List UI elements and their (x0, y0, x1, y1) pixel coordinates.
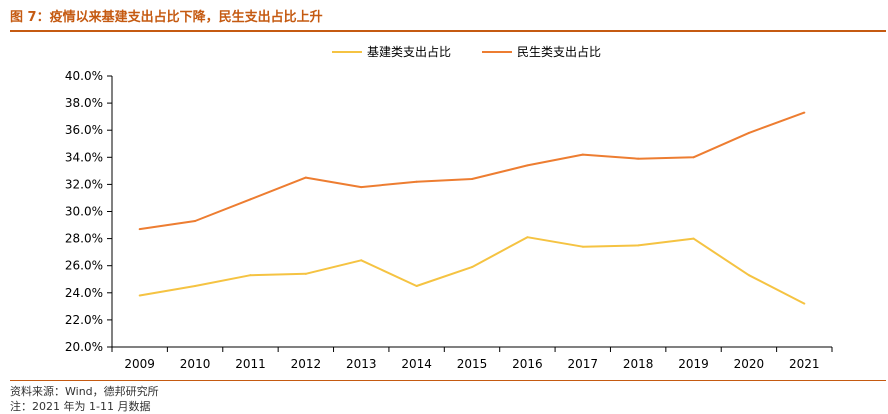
data-point (692, 237, 695, 240)
x-tick-label: 2012 (291, 357, 322, 371)
data-point (637, 244, 640, 247)
x-tick-label: 2014 (401, 357, 432, 371)
data-point (747, 131, 750, 134)
y-tick-label: 38.0% (65, 96, 103, 110)
data-point (526, 236, 529, 239)
data-point (747, 274, 750, 277)
y-tick-label: 28.0% (65, 232, 103, 246)
data-point (692, 156, 695, 159)
x-tick-label: 2009 (124, 357, 155, 371)
data-point (304, 176, 307, 179)
title-divider (10, 30, 886, 32)
y-tick-label: 36.0% (65, 123, 103, 137)
data-point (194, 219, 197, 222)
y-tick-label: 24.0% (65, 286, 103, 300)
data-point (360, 186, 363, 189)
data-point (249, 198, 252, 201)
x-tick-label: 2010 (180, 357, 211, 371)
y-tick-label: 32.0% (65, 177, 103, 191)
data-point (304, 272, 307, 275)
data-point (415, 180, 418, 183)
data-point (194, 285, 197, 288)
x-tick-label: 2017 (567, 357, 598, 371)
legend-label: 民生类支出占比 (517, 44, 601, 59)
y-tick-label: 30.0% (65, 205, 103, 219)
x-axis: 2009 2010 2011 2012 2013 2014 2015 2016 2017 2018… (111, 346, 833, 371)
x-tick-label: 2013 (346, 357, 377, 371)
x-tick-label: 2019 (678, 357, 709, 371)
series-line-2 (139, 111, 805, 231)
x-tick-label: 2016 (512, 357, 543, 371)
data-point (471, 177, 473, 180)
data-point (637, 157, 640, 160)
y-tick-label: 26.0% (65, 259, 103, 273)
data-point (803, 302, 806, 305)
x-tick-label: 2021 (789, 357, 820, 371)
data-point (803, 111, 806, 114)
y-tick-label: 22.0% (65, 313, 103, 327)
series-lines (138, 111, 806, 305)
y-tick-label: 40.0% (65, 69, 103, 83)
source-note: 资料来源：Wind，德邦研究所 (10, 385, 159, 398)
x-tick-label: 2018 (623, 357, 654, 371)
x-tick-label: 2011 (235, 357, 266, 371)
data-point (249, 274, 252, 277)
chart-legend: 基建类支出占比 民生类支出占比 (332, 44, 601, 59)
data-point (360, 259, 363, 262)
figure-title: 图 7：疫情以来基建支出占比下降，民生支出占比上升 (10, 10, 323, 25)
y-tick-label: 34.0% (65, 150, 103, 164)
data-point (138, 228, 141, 231)
footnote: 注：2021 年为 1-11 月数据 (10, 400, 151, 413)
x-tick-label: 2015 (457, 357, 488, 371)
y-axis: 20.0% 22.0% 24.0% 26.0% 28.0% 30.0% 32.0% 34.0%… (65, 69, 113, 354)
y-tick-label: 20.0% (65, 340, 103, 354)
data-point (526, 164, 529, 167)
data-point (471, 266, 473, 269)
legend-label: 基建类支出占比 (367, 44, 451, 59)
series-line-1 (139, 236, 805, 305)
footer-divider (10, 380, 886, 381)
line-chart: 基建类支出占比 民生类支出占比 20.0% 22.0% 24.0% 26.0% 28.0%… (65, 44, 833, 371)
data-point (415, 285, 418, 288)
data-point (138, 294, 141, 297)
data-point (581, 153, 584, 156)
x-tick-label: 2020 (734, 357, 765, 371)
data-point (581, 245, 584, 248)
